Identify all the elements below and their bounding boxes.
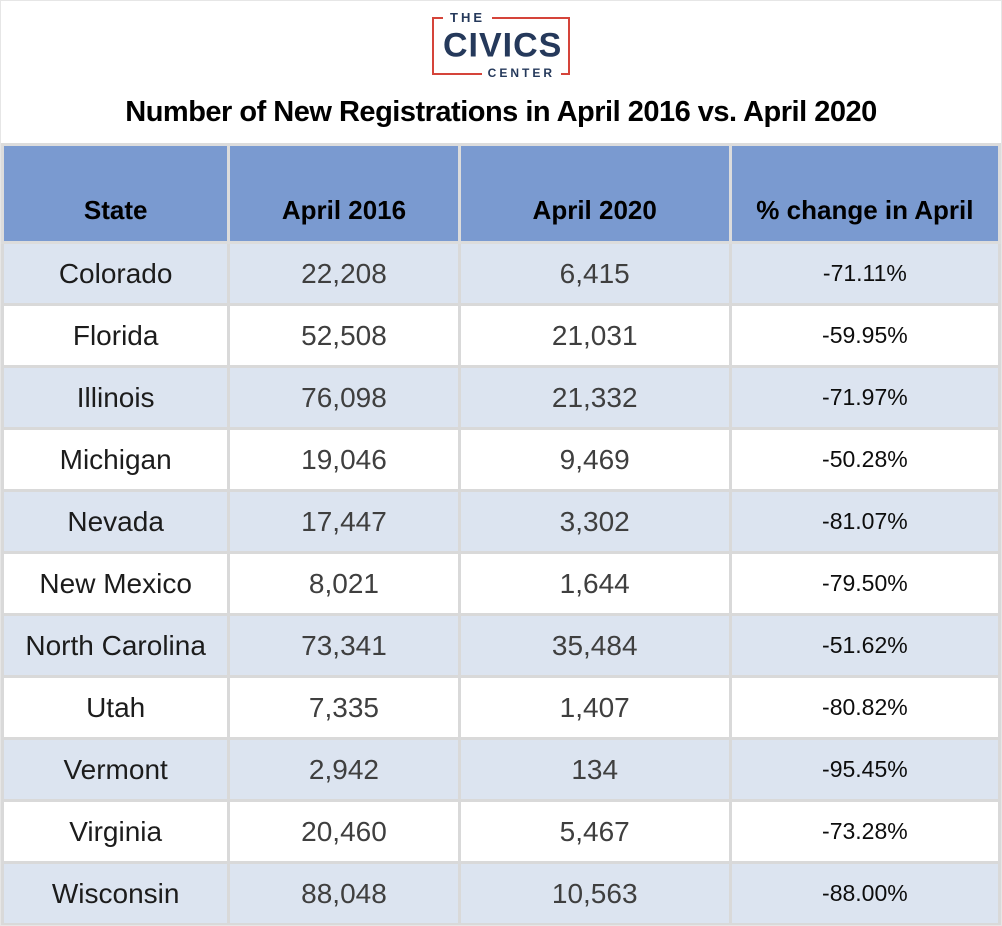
table-row: New Mexico 8,021 1,644 -79.50% — [1, 551, 1001, 616]
cell-april-2020: 3,302 — [457, 489, 732, 554]
cell-state: Nevada — [1, 489, 231, 554]
table-header: State April 2016 April 2020 % change in … — [1, 143, 1001, 244]
column-header-state: State — [1, 143, 231, 244]
cell-april-2020: 1,407 — [457, 675, 732, 740]
cell-april-2016: 8,021 — [227, 551, 461, 616]
cell-april-2020: 10,563 — [457, 861, 732, 925]
cell-april-2016: 76,098 — [227, 365, 461, 430]
cell-state: Virginia — [1, 799, 231, 864]
cell-april-2016: 17,447 — [227, 489, 461, 554]
registrations-table: State April 2016 April 2020 % change in … — [1, 143, 1001, 925]
table-body: Colorado 22,208 6,415 -71.11% Florida 52… — [1, 241, 1001, 925]
cell-april-2020: 9,469 — [457, 427, 732, 492]
cell-april-2020: 21,031 — [457, 303, 732, 368]
table-row: Utah 7,335 1,407 -80.82% — [1, 675, 1001, 740]
cell-april-2020: 35,484 — [457, 613, 732, 678]
cell-pct-change: -50.28% — [728, 427, 1001, 492]
cell-state: Vermont — [1, 737, 231, 802]
table-row: North Carolina 73,341 35,484 -51.62% — [1, 613, 1001, 678]
page-title: Number of New Registrations in April 201… — [125, 96, 877, 128]
cell-pct-change: -51.62% — [728, 613, 1001, 678]
table-row: Vermont 2,942 134 -95.45% — [1, 737, 1001, 802]
cell-april-2020: 5,467 — [457, 799, 732, 864]
column-header-pct-change: % change in April — [728, 143, 1001, 244]
cell-pct-change: -71.97% — [728, 365, 1001, 430]
cell-state: Colorado — [1, 241, 231, 306]
table-row: Illinois 76,098 21,332 -71.97% — [1, 365, 1001, 430]
cell-april-2020: 6,415 — [457, 241, 732, 306]
cell-april-2020: 21,332 — [457, 365, 732, 430]
cell-april-2016: 88,048 — [227, 861, 461, 925]
cell-state: Michigan — [1, 427, 231, 492]
logo-frame: THE CIVICS CENTER — [432, 9, 570, 82]
cell-pct-change: -81.07% — [728, 489, 1001, 554]
cell-pct-change: -80.82% — [728, 675, 1001, 740]
column-header-april-2020: April 2020 — [457, 143, 732, 244]
cell-pct-change: -79.50% — [728, 551, 1001, 616]
cell-april-2020: 134 — [457, 737, 732, 802]
header-row: State April 2016 April 2020 % change in … — [1, 143, 1001, 244]
table-row: Nevada 17,447 3,302 -81.07% — [1, 489, 1001, 554]
cell-april-2016: 73,341 — [227, 613, 461, 678]
table-row: Michigan 19,046 9,469 -50.28% — [1, 427, 1001, 492]
table-wrap: State April 2016 April 2020 % change in … — [1, 143, 1001, 925]
cell-state: Florida — [1, 303, 231, 368]
cell-pct-change: -71.11% — [728, 241, 1001, 306]
cell-pct-change: -88.00% — [728, 861, 1001, 925]
cell-pct-change: -59.95% — [728, 303, 1001, 368]
column-header-april-2016: April 2016 — [227, 143, 461, 244]
cell-april-2020: 1,644 — [457, 551, 732, 616]
logo-word-the: THE — [443, 9, 492, 28]
cell-april-2016: 52,508 — [227, 303, 461, 368]
table-row: Florida 52,508 21,031 -59.95% — [1, 303, 1001, 368]
table-row: Virginia 20,460 5,467 -73.28% — [1, 799, 1001, 864]
cell-april-2016: 22,208 — [227, 241, 461, 306]
logo-word-center: CENTER — [481, 65, 561, 82]
cell-april-2016: 2,942 — [227, 737, 461, 802]
table-row: Wisconsin 88,048 10,563 -88.00% — [1, 861, 1001, 925]
cell-state: Wisconsin — [1, 861, 231, 925]
civics-center-logo: THE CIVICS CENTER — [1, 9, 1001, 82]
cell-april-2016: 20,460 — [227, 799, 461, 864]
cell-pct-change: -95.45% — [728, 737, 1001, 802]
cell-state: New Mexico — [1, 551, 231, 616]
cell-pct-change: -73.28% — [728, 799, 1001, 864]
table-row: Colorado 22,208 6,415 -71.11% — [1, 241, 1001, 306]
cell-state: Utah — [1, 675, 231, 740]
cell-state: Illinois — [1, 365, 231, 430]
cell-april-2016: 7,335 — [227, 675, 461, 740]
cell-state: North Carolina — [1, 613, 231, 678]
cell-april-2016: 19,046 — [227, 427, 461, 492]
logo-word-civics: CIVICS — [441, 28, 567, 63]
